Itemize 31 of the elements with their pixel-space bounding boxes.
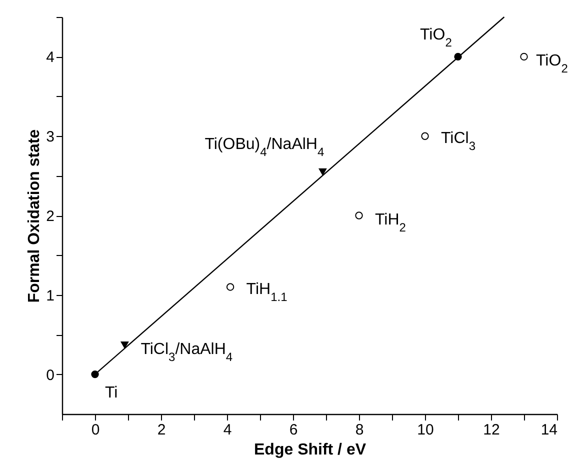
- x-tick-label: 2: [157, 422, 166, 438]
- point: [318, 168, 327, 176]
- y-tick-label: 2: [46, 208, 54, 225]
- point: [421, 132, 429, 140]
- point: [226, 283, 234, 291]
- x-tick-label: 0: [91, 422, 100, 438]
- y-tick-label: 4: [46, 49, 54, 66]
- x-tick-label: 14: [540, 422, 558, 438]
- annotation: TiH$_{2}$: [375, 212, 406, 234]
- point: [520, 52, 528, 61]
- x-tick-label: 4: [223, 422, 232, 438]
- x-axis-title: Edge Shift / eV: [254, 442, 366, 458]
- annotation: TiCl$_{3}$: [441, 130, 476, 154]
- point: [355, 212, 363, 220]
- x-tick-label: 10: [417, 422, 434, 438]
- point: [120, 342, 129, 348]
- y-tick-label: 3: [46, 128, 54, 146]
- x-tick-label: 8: [355, 422, 364, 438]
- annotation: TiH$_{1.1}$: [246, 280, 288, 304]
- point: [91, 370, 99, 378]
- annotation: TiCl$_{3}$/NaAlH$_{4}$: [140, 340, 233, 364]
- point: [454, 52, 462, 61]
- y-axis-title: Formal Oxidation state: [26, 129, 44, 303]
- y-tick-label: 1: [46, 287, 54, 304]
- annotation: Ti(OBu)$_{4}$/NaAlH$_{4}$: [204, 136, 324, 159]
- x-tick-label: 6: [289, 422, 298, 438]
- y-tick-label: 0: [46, 366, 54, 384]
- annotation: TiO$_{2}$: [536, 52, 568, 76]
- annotation: Ti: [105, 384, 118, 402]
- x-tick-label: 12: [483, 422, 500, 438]
- annotation: TiO$_{2}$: [420, 26, 452, 50]
